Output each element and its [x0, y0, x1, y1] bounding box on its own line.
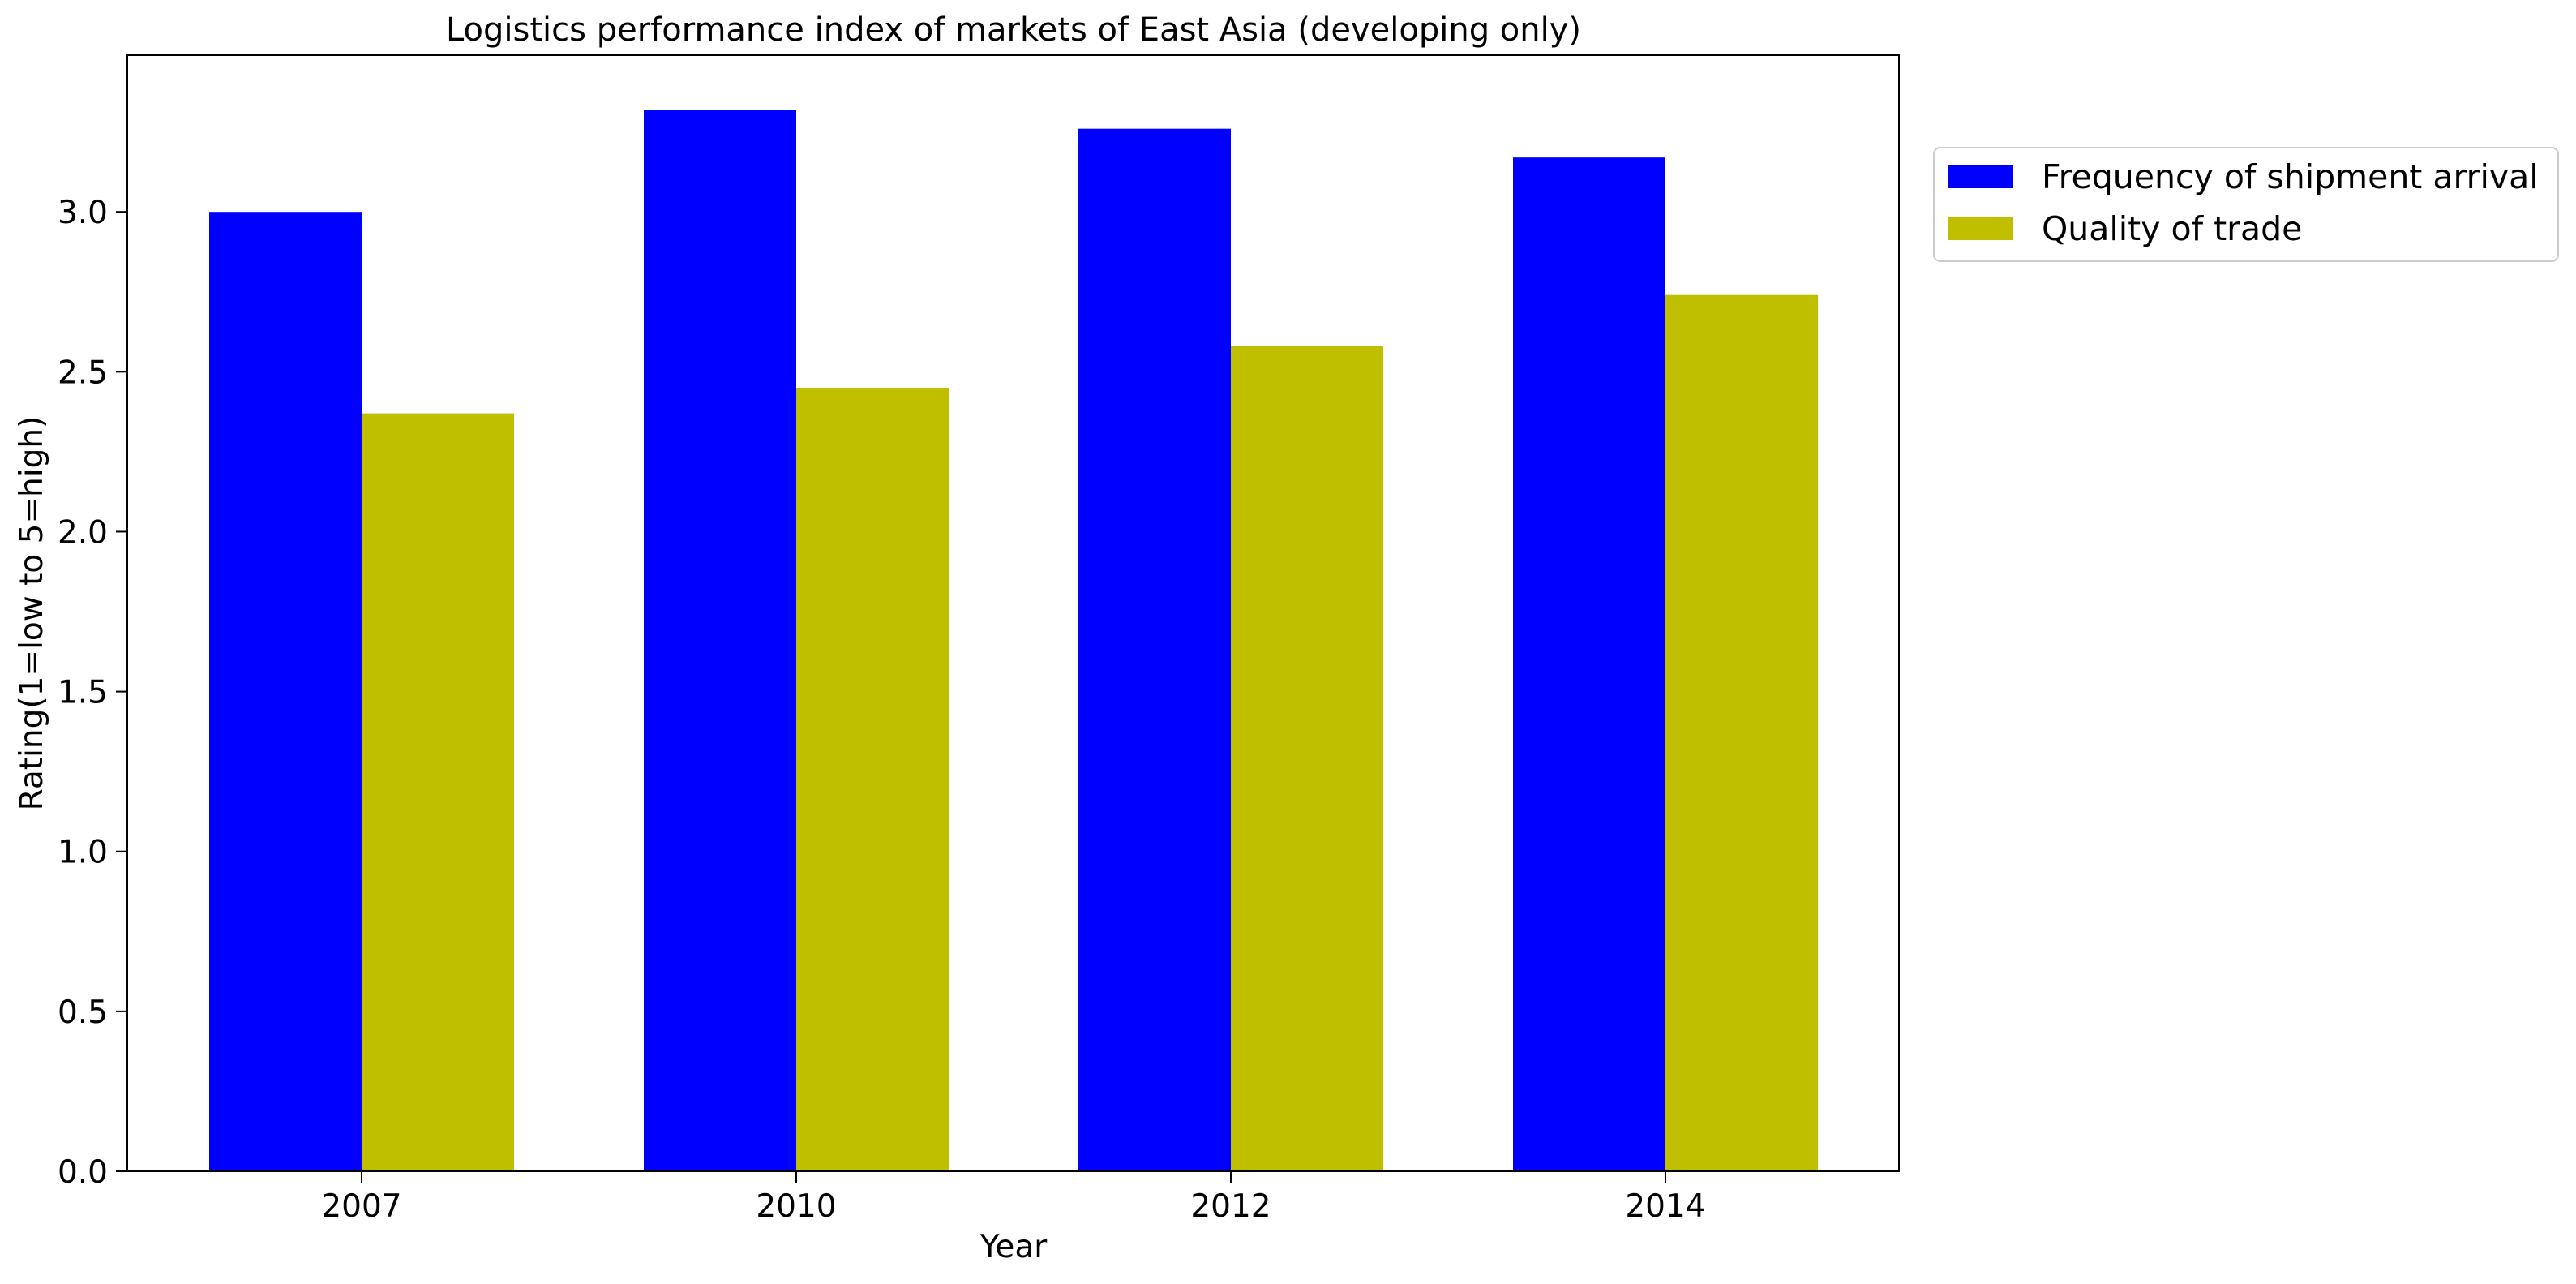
- x-tick-label: 2014: [1625, 1188, 1705, 1225]
- bar-frequency-of-shipment-arrival-2010: [644, 110, 796, 1172]
- y-tick-label: 0.5: [58, 994, 108, 1031]
- y-tick-label: 1.0: [58, 835, 108, 871]
- legend-swatch-quality-of-trade: [1948, 217, 2013, 240]
- chart-title: Logistics performance index of markets o…: [446, 11, 1581, 49]
- bar-quality-of-trade-2014: [1665, 294, 1818, 1171]
- bar-quality-of-trade-2007: [362, 413, 514, 1171]
- y-tick-label: 2.0: [58, 514, 108, 551]
- y-tick-label: 0.0: [58, 1154, 108, 1191]
- bar-quality-of-trade-2010: [796, 388, 949, 1171]
- bar-frequency-of-shipment-arrival-2014: [1513, 157, 1665, 1172]
- legend-label-frequency-of-shipment-arrival: Frequency of shipment arrival: [2042, 157, 2539, 196]
- x-tick-label: 2007: [321, 1188, 401, 1225]
- y-axis-label: Rating(1=low to 5=high): [14, 416, 50, 811]
- y-tick-label: 3.0: [58, 195, 108, 231]
- y-tick-label: 1.5: [58, 675, 108, 711]
- x-axis: 2007 2010 2012 2014: [321, 1171, 1706, 1225]
- plot-frame: [126, 54, 1900, 1172]
- legend-label-quality-of-trade: Quality of trade: [2042, 209, 2302, 248]
- bar-quality-of-trade-2012: [1231, 346, 1383, 1171]
- x-tick-label: 2012: [1190, 1188, 1271, 1225]
- legend: Frequency of shipment arrival Quality of…: [1933, 147, 2559, 262]
- bars-layer: [209, 110, 1818, 1172]
- x-tick-label: 2010: [756, 1188, 836, 1225]
- bar-frequency-of-shipment-arrival-2012: [1078, 128, 1231, 1172]
- bar-frequency-of-shipment-arrival-2007: [209, 212, 362, 1171]
- legend-swatch-frequency-of-shipment-arrival: [1948, 165, 2013, 188]
- y-axis: 0.0 0.5 1.0 1.5 2.0 2.5 3.0: [58, 195, 127, 1191]
- y-tick-label: 2.5: [58, 354, 108, 391]
- legend-frame: [1933, 147, 2559, 262]
- x-axis-label: Year: [979, 1229, 1048, 1265]
